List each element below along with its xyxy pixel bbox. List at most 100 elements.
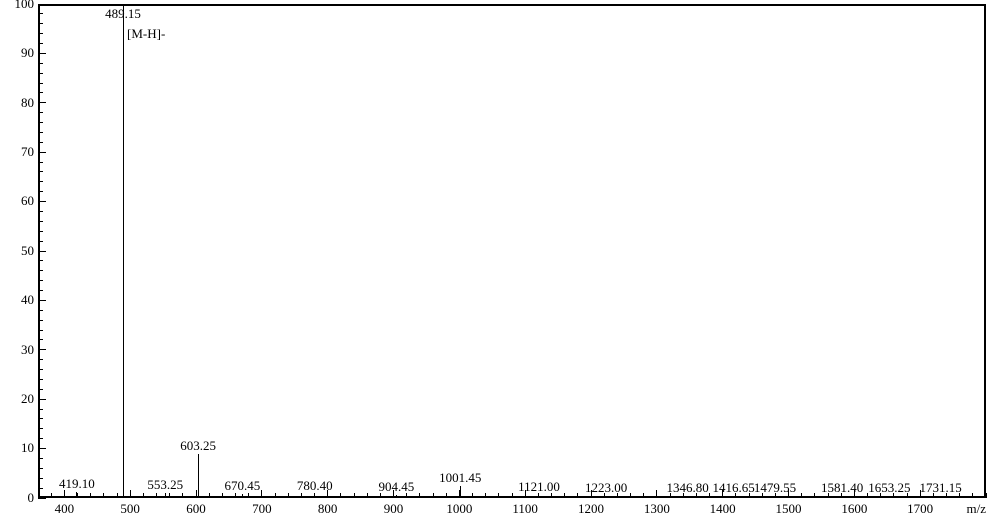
y-tick-major bbox=[38, 152, 46, 153]
y-tick-minor bbox=[38, 33, 43, 34]
x-tick-major bbox=[196, 490, 197, 498]
x-tick-label: 1700 bbox=[907, 501, 933, 517]
y-tick-minor bbox=[38, 290, 43, 291]
x-tick-minor bbox=[103, 493, 104, 498]
x-tick-minor bbox=[288, 493, 289, 498]
y-tick-major bbox=[38, 498, 46, 499]
y-tick-major bbox=[38, 300, 46, 301]
x-tick-label: 1600 bbox=[841, 501, 867, 517]
x-tick-label: 1200 bbox=[578, 501, 604, 517]
x-tick-minor bbox=[90, 493, 91, 498]
spectrum-peak bbox=[396, 495, 397, 498]
y-tick-minor bbox=[38, 211, 43, 212]
y-tick-label: 0 bbox=[4, 490, 34, 506]
x-tick-minor bbox=[986, 493, 987, 498]
peak-label: 419.10 bbox=[59, 476, 95, 492]
x-tick-minor bbox=[354, 493, 355, 498]
y-tick-minor bbox=[38, 330, 43, 331]
y-tick-minor bbox=[38, 438, 43, 439]
peak-label: 1653.25 bbox=[868, 480, 910, 496]
y-tick-minor bbox=[38, 270, 43, 271]
peak-label: 670.45 bbox=[225, 478, 261, 494]
x-tick-minor bbox=[51, 493, 52, 498]
x-tick-minor bbox=[182, 493, 183, 498]
y-tick-minor bbox=[38, 260, 43, 261]
y-tick-minor bbox=[38, 181, 43, 182]
y-tick-minor bbox=[38, 13, 43, 14]
y-tick-minor bbox=[38, 478, 43, 479]
peak-label: 780.40 bbox=[297, 478, 333, 494]
y-tick-minor bbox=[38, 241, 43, 242]
x-tick-minor bbox=[340, 493, 341, 498]
y-tick-minor bbox=[38, 310, 43, 311]
y-tick-minor bbox=[38, 231, 43, 232]
spectrum-peak bbox=[687, 496, 688, 498]
y-tick-minor bbox=[38, 221, 43, 222]
x-tick-label: 1100 bbox=[512, 501, 538, 517]
x-tick-minor bbox=[38, 493, 39, 498]
peak-label: 1416.65 bbox=[713, 480, 755, 496]
x-tick-minor bbox=[367, 493, 368, 498]
y-tick-label: 60 bbox=[4, 193, 34, 209]
peak-label: 904.45 bbox=[379, 479, 415, 495]
x-tick-major bbox=[261, 490, 262, 498]
peak-label: 1121.00 bbox=[518, 479, 560, 495]
x-tick-label: 700 bbox=[252, 501, 272, 517]
x-tick-label: 1500 bbox=[776, 501, 802, 517]
y-tick-label: 90 bbox=[4, 45, 34, 61]
y-tick-label: 40 bbox=[4, 292, 34, 308]
y-tick-minor bbox=[38, 43, 43, 44]
y-tick-minor bbox=[38, 488, 43, 489]
x-tick-label: 500 bbox=[120, 501, 140, 517]
y-tick-minor bbox=[38, 468, 43, 469]
y-tick-minor bbox=[38, 320, 43, 321]
x-tick-minor bbox=[485, 493, 486, 498]
x-tick-minor bbox=[472, 493, 473, 498]
x-tick-label: 1300 bbox=[644, 501, 670, 517]
spectrum-peak bbox=[940, 496, 941, 498]
y-tick-minor bbox=[38, 171, 43, 172]
y-tick-major bbox=[38, 53, 46, 54]
y-tick-minor bbox=[38, 63, 43, 64]
y-tick-major bbox=[38, 201, 46, 202]
x-tick-minor bbox=[498, 493, 499, 498]
y-tick-label: 50 bbox=[4, 243, 34, 259]
spectrum-peak bbox=[733, 496, 734, 498]
x-tick-minor bbox=[222, 493, 223, 498]
x-tick-minor bbox=[630, 493, 631, 498]
spectrum-peak bbox=[123, 4, 124, 498]
y-tick-label: 10 bbox=[4, 440, 34, 456]
peak-label: 489.15 bbox=[105, 6, 141, 22]
y-tick-minor bbox=[38, 73, 43, 74]
x-tick-minor bbox=[972, 493, 973, 498]
mass-spectrum-chart: 0102030405060708090100400500600700800900… bbox=[0, 0, 1000, 524]
x-tick-minor bbox=[156, 493, 157, 498]
x-tick-label: 1000 bbox=[446, 501, 472, 517]
y-tick-major bbox=[38, 448, 46, 449]
y-tick-major bbox=[38, 399, 46, 400]
y-tick-minor bbox=[38, 409, 43, 410]
peak-label: 1001.45 bbox=[439, 470, 481, 486]
y-tick-minor bbox=[38, 369, 43, 370]
spectrum-peak bbox=[889, 496, 890, 498]
y-tick-minor bbox=[38, 191, 43, 192]
x-tick-minor bbox=[209, 493, 210, 498]
y-tick-major bbox=[38, 349, 46, 350]
y-tick-minor bbox=[38, 92, 43, 93]
y-tick-major bbox=[38, 251, 46, 252]
peak-label: 1731.15 bbox=[920, 480, 962, 496]
peak-label: 603.25 bbox=[180, 438, 216, 454]
x-tick-minor bbox=[419, 493, 420, 498]
peak-annotation: [M-H]- bbox=[127, 26, 165, 42]
x-tick-minor bbox=[169, 493, 170, 498]
y-tick-minor bbox=[38, 162, 43, 163]
y-tick-label: 100 bbox=[4, 0, 34, 12]
x-tick-major bbox=[656, 490, 657, 498]
y-tick-label: 80 bbox=[4, 95, 34, 111]
spectrum-peak bbox=[242, 494, 243, 498]
peak-label: 553.25 bbox=[147, 477, 183, 493]
y-tick-minor bbox=[38, 428, 43, 429]
x-tick-minor bbox=[433, 493, 434, 498]
spectrum-peak bbox=[198, 454, 199, 498]
peak-label: 1346.80 bbox=[667, 480, 709, 496]
